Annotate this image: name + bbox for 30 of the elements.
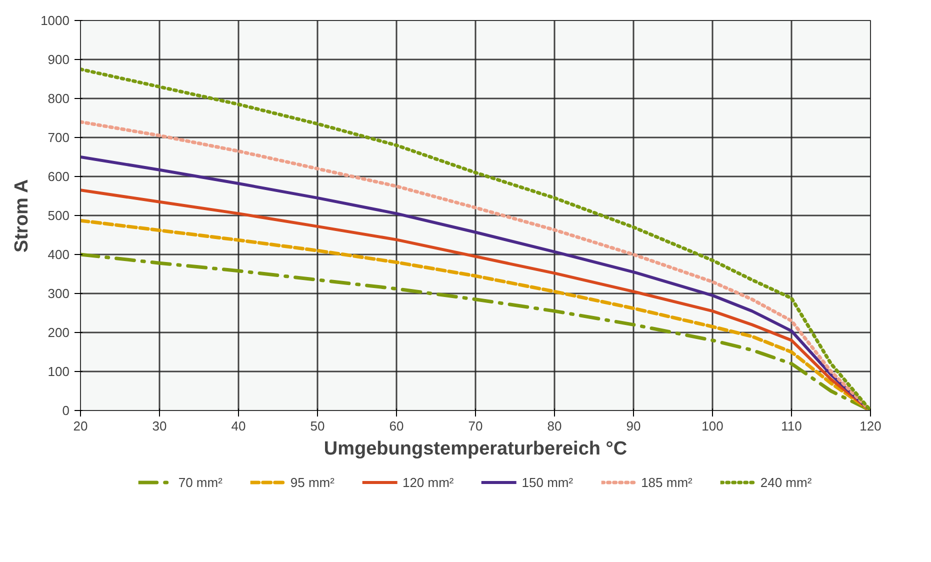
legend-label: 185 mm²: [641, 474, 692, 490]
y-tick-label: 400: [48, 247, 70, 262]
y-tick-label: 100: [48, 364, 70, 379]
y-tick-label: 1000: [40, 13, 70, 28]
x-axis-title: Umgebungstemperaturbereich °C: [324, 438, 628, 460]
x-tick-label: 80: [547, 418, 562, 434]
x-tick-label: 70: [468, 418, 483, 434]
legend-label: 150 mm²: [522, 474, 574, 490]
x-tick-label: 30: [152, 418, 167, 434]
x-tick-label: 90: [626, 418, 641, 434]
y-tick-label: 300: [48, 286, 70, 301]
legend-label: 95 mm²: [290, 474, 334, 490]
y-tick-label: 700: [48, 130, 70, 145]
x-tick-label: 40: [231, 418, 246, 434]
legend-label: 240 mm²: [760, 474, 812, 490]
x-tick-label: 50: [310, 418, 325, 434]
y-tick-label: 0: [62, 403, 70, 418]
y-tick-label: 800: [48, 91, 70, 106]
y-tick-label: 500: [48, 208, 70, 223]
y-tick-label: 200: [48, 325, 70, 340]
legend-label: 70 mm²: [178, 474, 222, 490]
x-tick-label: 60: [389, 418, 404, 434]
x-tick-label: 20: [73, 418, 88, 434]
x-tick-label: 110: [781, 418, 802, 434]
x-tick-label: 120: [860, 418, 882, 434]
legend-label: 120 mm²: [402, 474, 454, 490]
x-tick-label: 100: [702, 418, 724, 434]
y-tick-label: 900: [48, 52, 70, 67]
y-axis-title: Strom A: [12, 178, 33, 252]
y-tick-label: 600: [48, 169, 70, 184]
